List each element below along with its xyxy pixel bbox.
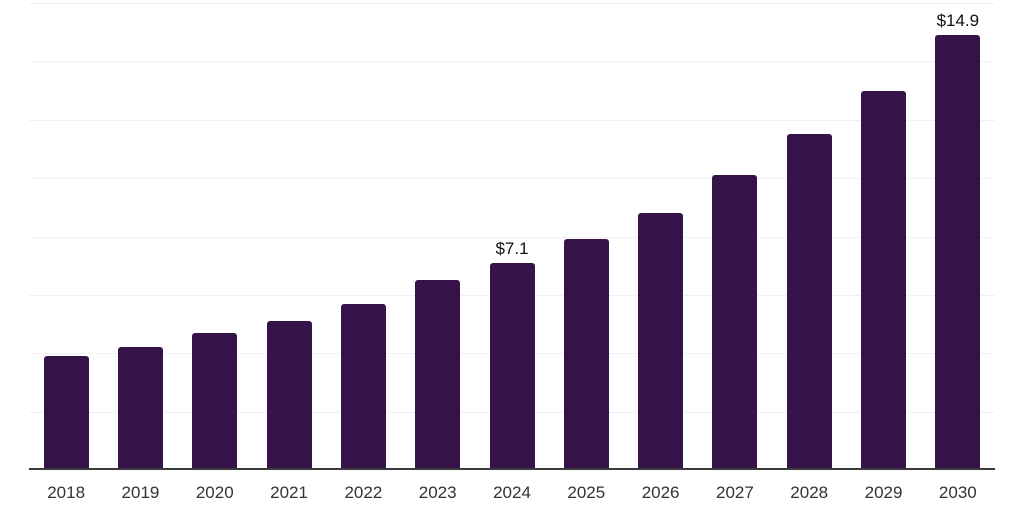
x-tick-label-2029: 2029 [864,483,903,502]
bar-2025 [563,239,609,470]
bar-2028 [786,134,832,470]
bar-2027 [712,175,758,470]
x-tick-label-2018: 2018 [47,483,86,502]
bar-2018 [43,356,89,470]
x-tick-label-2022: 2022 [344,483,383,502]
x-tick-label-2019: 2019 [121,483,160,502]
gridline [29,236,995,238]
x-tick-label-2024: 2024 [493,483,531,502]
bar-2026 [638,213,684,470]
bar-value-label-2024: $7.1 [495,238,529,258]
x-tick-label-2023: 2023 [418,483,457,502]
x-tick-label-2028: 2028 [790,483,829,502]
x-tick-label-2026: 2026 [641,483,680,502]
gridline [29,119,995,121]
bar-2021 [266,321,312,470]
plot-area: $7.1 $14.9 [29,0,995,470]
bar-2024 [489,262,535,470]
gridline [29,3,995,4]
bar-2030 [935,35,981,470]
bar-2020 [192,332,238,470]
x-tick-label-2021: 2021 [270,483,308,502]
bar-2022 [340,303,386,470]
x-tick-label-2030: 2030 [938,483,977,502]
x-tick-label-2020: 2020 [195,483,234,502]
bar-2019 [117,347,163,470]
bar-2029 [861,90,907,470]
x-tick-label-2027: 2027 [716,483,754,502]
bar-value-label-2030: $14.9 [936,11,980,31]
bar-2023 [415,280,461,470]
x-axis-line [29,468,995,470]
gridline [29,178,995,180]
gridline [29,61,995,63]
x-tick-label-2025: 2025 [567,483,606,502]
